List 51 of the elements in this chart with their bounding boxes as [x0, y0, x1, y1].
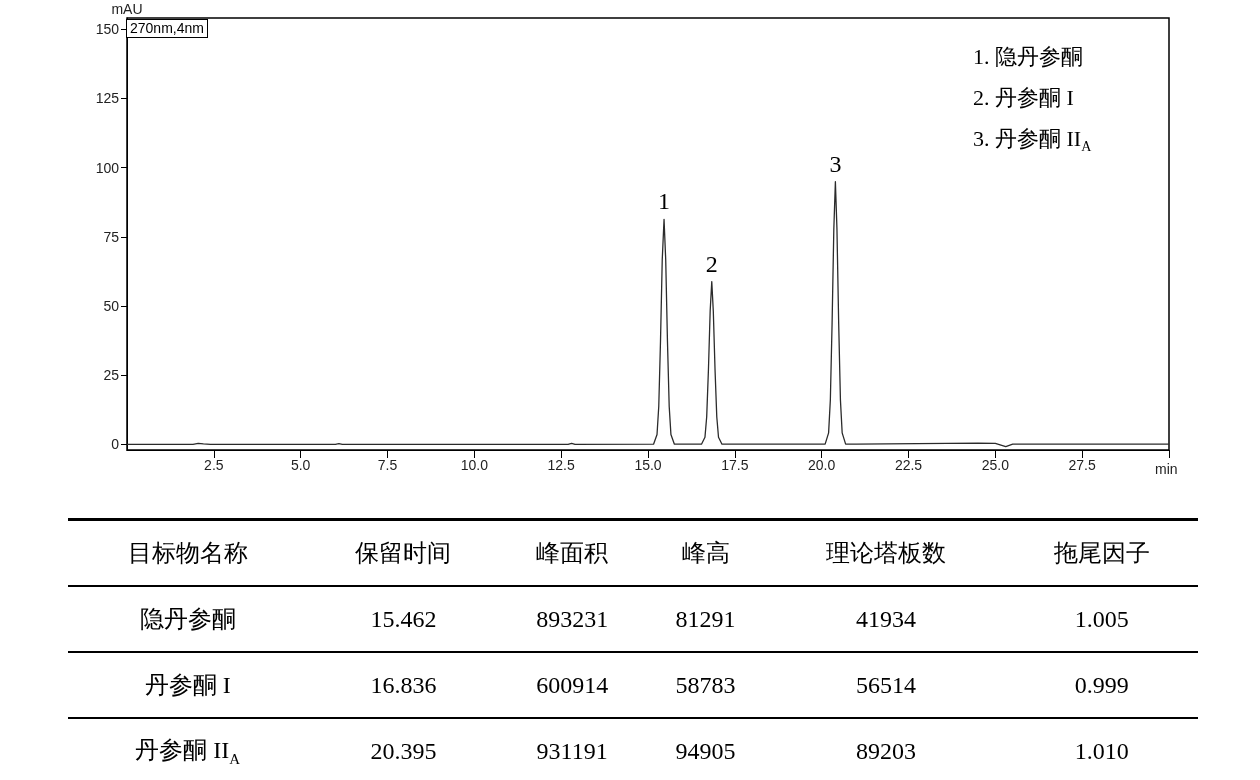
- category-label: 峰高: [644, 519, 767, 586]
- annotation: 2. 丹参酮 I: [973, 84, 1074, 112]
- category-label: 峰面积: [499, 519, 645, 586]
- x-tick-label: 5.0: [290, 457, 311, 473]
- x-axis-title: min: [1155, 461, 1178, 477]
- text: 20.395: [370, 737, 437, 764]
- annotation: 1. 隐丹参酮: [973, 43, 1083, 71]
- category-label: 保留时间: [307, 519, 500, 586]
- text: 0.999: [1074, 671, 1129, 698]
- text: 58783: [675, 671, 736, 698]
- text: 89203: [856, 737, 917, 764]
- text: 56514: [856, 671, 917, 698]
- text: 94905: [675, 737, 736, 764]
- x-tick-label: 20.0: [808, 457, 836, 473]
- x-tick-label: 12.5: [547, 457, 575, 473]
- x-tick-label: 27.5: [1068, 457, 1096, 473]
- text: 931191: [536, 737, 608, 764]
- x-tick-label: 2.5: [204, 457, 224, 473]
- category-label: 理论塔板数: [766, 519, 1006, 586]
- annotation: 3. 丹参酮 II$_{A}$: [973, 125, 1092, 156]
- x-tick-label: 22.5: [894, 457, 923, 473]
- y-tick-label: 50: [103, 298, 120, 314]
- y-tick-label: 0: [111, 436, 120, 453]
- text: 41934: [856, 605, 917, 632]
- category-label: 隐丹参酮: [139, 606, 236, 632]
- category-label: 丹参酮 II$_{A}$: [135, 737, 241, 767]
- text: 600914: [536, 671, 609, 698]
- annotation: 2: [705, 250, 718, 277]
- x-tick-label: 17.5: [721, 457, 749, 473]
- y-tick-label: 125: [95, 90, 120, 107]
- text: 16.836: [370, 671, 437, 698]
- x-tick-label: 10.0: [460, 457, 489, 473]
- y-tick-label: 75: [103, 228, 120, 245]
- category-label: 拖尾因子: [1005, 519, 1198, 586]
- x-tick-label: 25.0: [981, 457, 1010, 473]
- annotation: 3: [829, 150, 842, 177]
- annotation: 1: [658, 188, 671, 215]
- y-tick-label: 100: [95, 159, 120, 176]
- text: 893231: [536, 605, 609, 632]
- x-tick-label: 15.0: [634, 457, 662, 473]
- text: 1.005: [1074, 605, 1129, 632]
- y-tick-label: 150: [95, 21, 120, 38]
- x-tick-label: 7.5: [377, 457, 398, 473]
- annotation: 270nm,4nm: [126, 19, 208, 38]
- text: 1.010: [1074, 737, 1129, 764]
- text: 15.462: [370, 605, 437, 632]
- category-label: 目标物名称: [68, 519, 308, 586]
- y-tick-label: 25: [103, 367, 120, 384]
- text: 81291: [675, 605, 736, 632]
- y-axis-title: mAU: [111, 1, 143, 17]
- category-label: 丹参酮 I: [144, 672, 231, 698]
